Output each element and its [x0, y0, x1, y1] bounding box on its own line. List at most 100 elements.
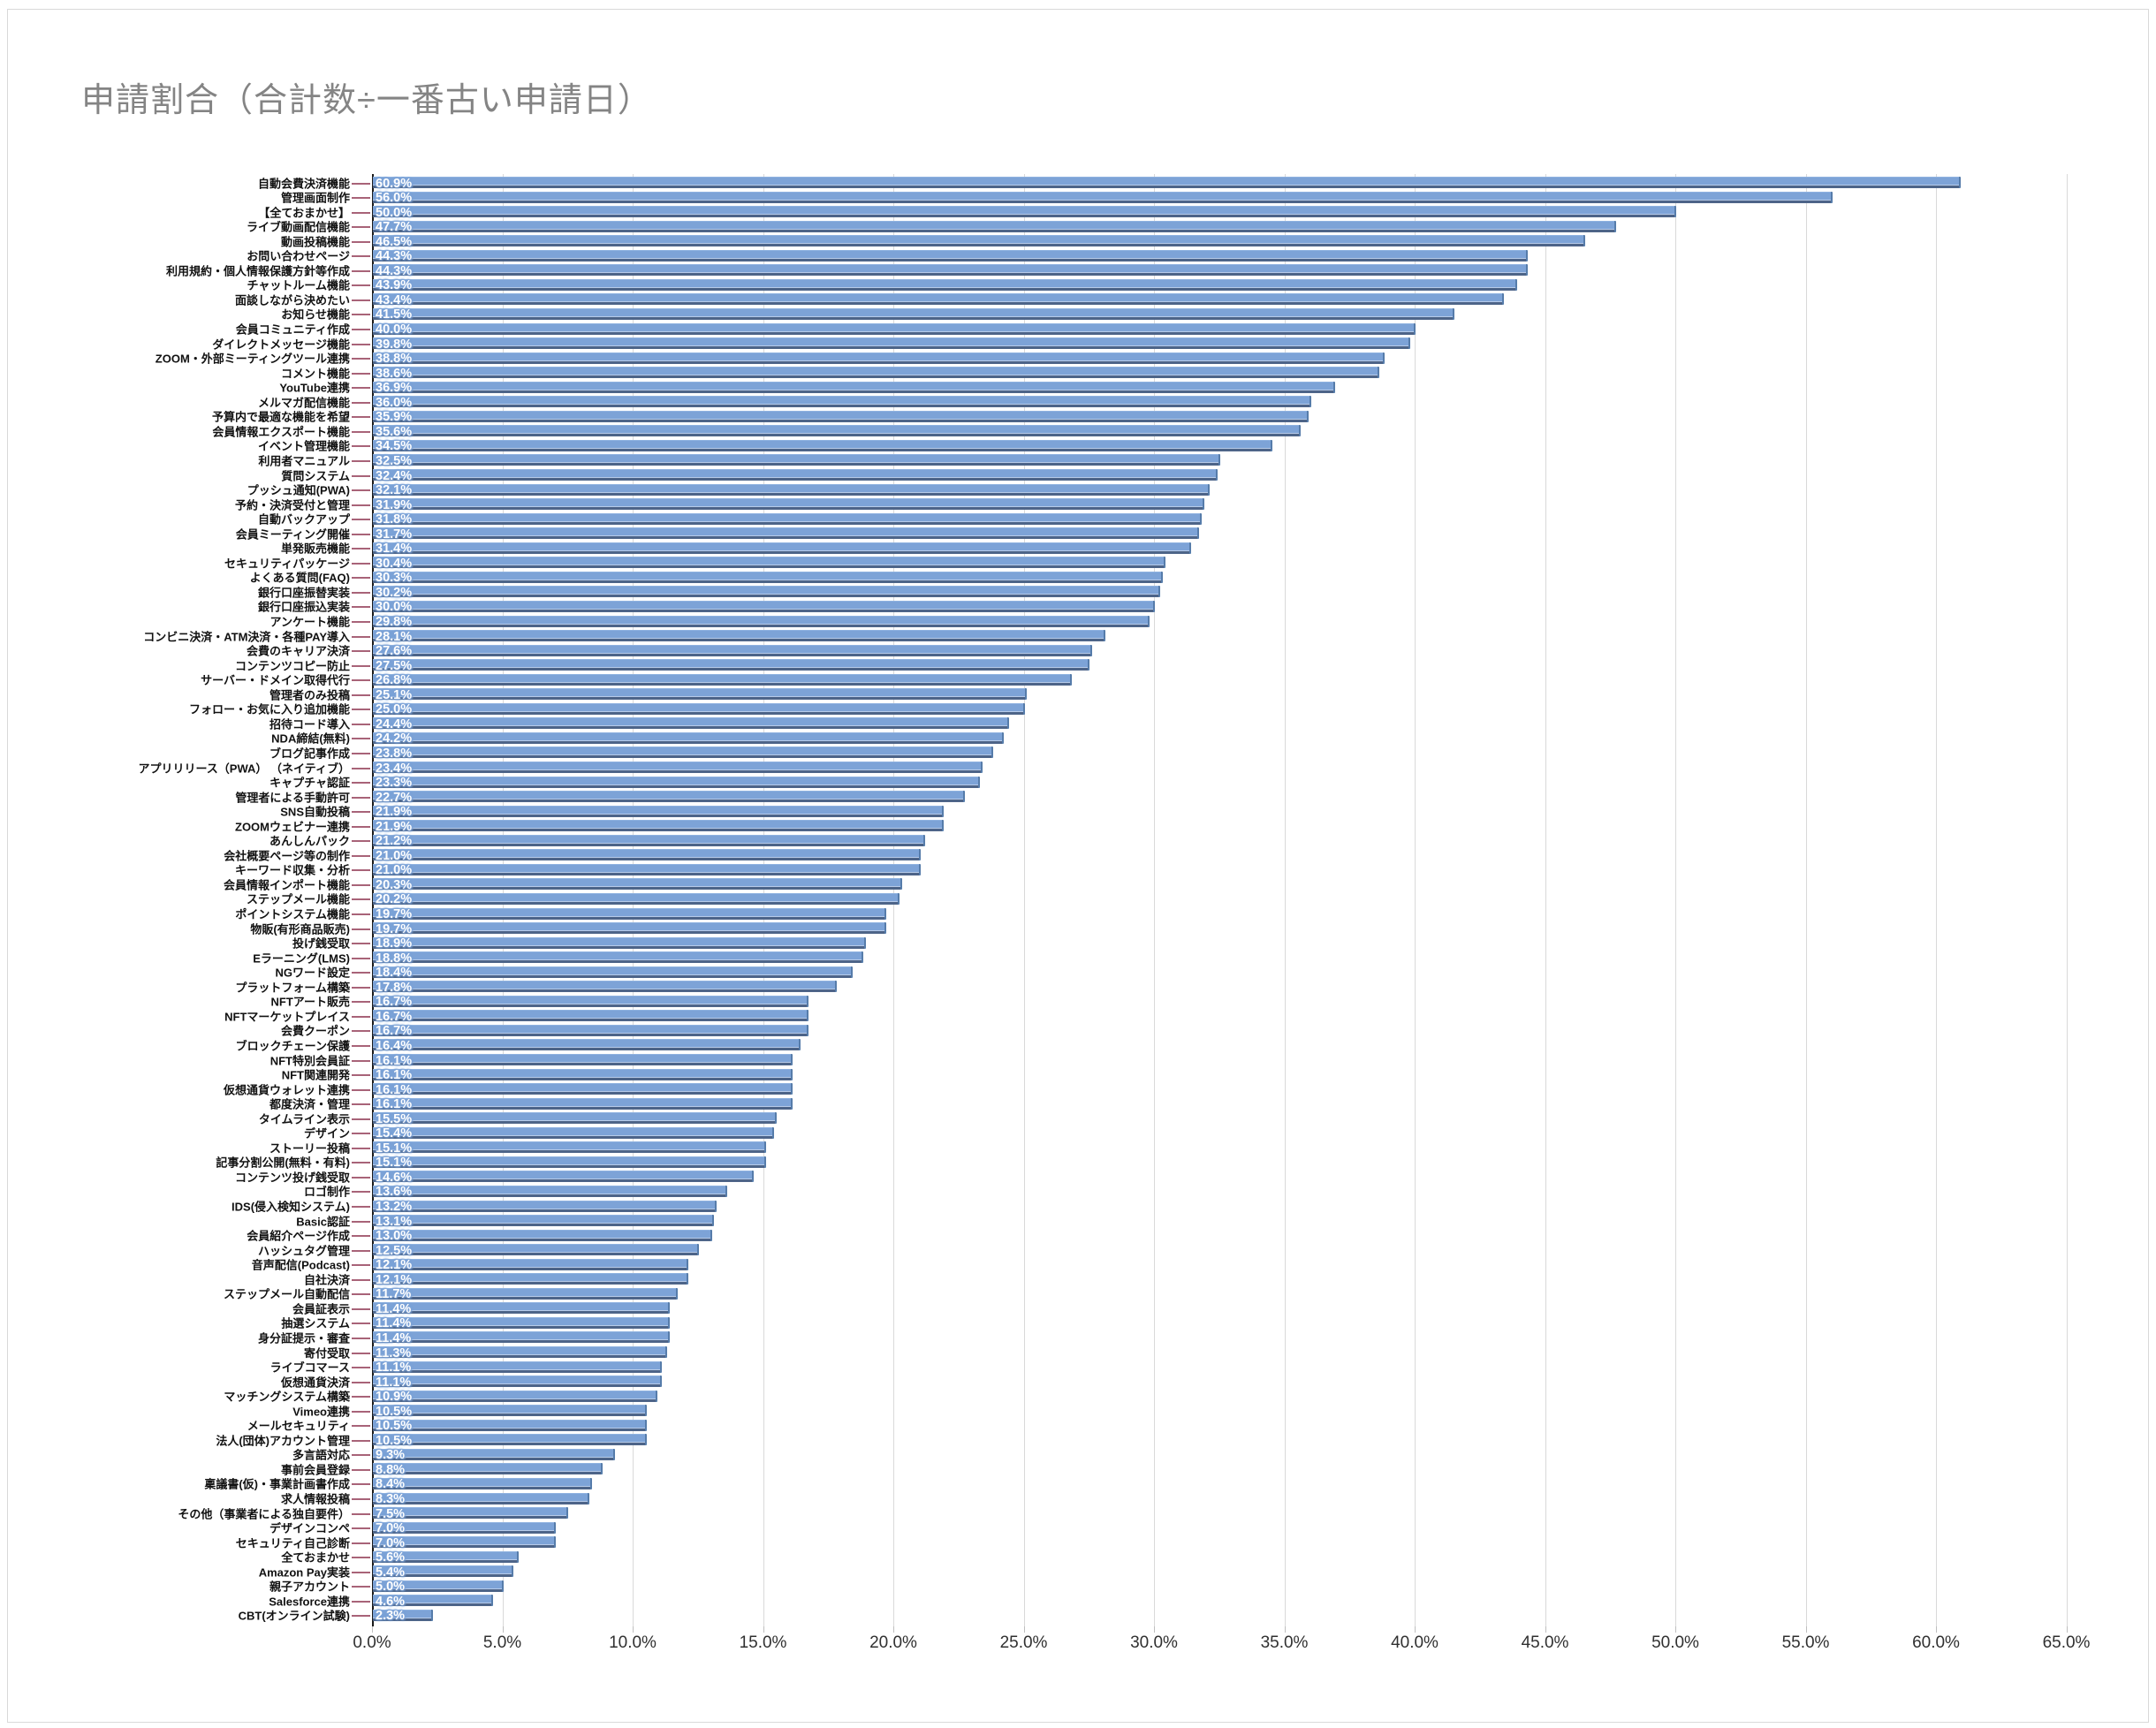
bar[interactable] [373, 1010, 808, 1022]
bar[interactable] [373, 571, 1163, 583]
bar[interactable] [373, 425, 1302, 437]
bar[interactable] [373, 293, 1505, 306]
bar[interactable] [373, 1536, 556, 1549]
bar[interactable] [373, 878, 902, 891]
bar[interactable] [373, 1463, 603, 1475]
bar[interactable] [373, 220, 1617, 232]
bar[interactable] [373, 1171, 754, 1183]
bar[interactable] [373, 1229, 712, 1241]
bar[interactable] [373, 177, 1961, 188]
bar[interactable] [373, 469, 1218, 481]
bar[interactable] [373, 586, 1160, 598]
bar[interactable] [373, 820, 945, 832]
bar[interactable] [373, 702, 1025, 715]
bar[interactable] [373, 1185, 728, 1197]
bar[interactable] [373, 527, 1200, 540]
bar[interactable] [373, 1316, 671, 1329]
bar[interactable] [373, 1141, 767, 1154]
bar[interactable] [373, 805, 945, 817]
bar[interactable] [373, 1024, 808, 1036]
bar[interactable] [373, 600, 1155, 612]
bar[interactable] [373, 776, 981, 788]
bar[interactable] [373, 439, 1272, 451]
bar[interactable] [373, 1068, 793, 1080]
bar[interactable] [373, 512, 1203, 525]
bar[interactable] [373, 834, 926, 846]
bar[interactable] [373, 1448, 616, 1460]
bar[interactable] [373, 659, 1090, 671]
bar[interactable] [373, 249, 1528, 261]
bar[interactable] [373, 1521, 556, 1534]
bar[interactable] [373, 1097, 793, 1110]
bar[interactable] [373, 922, 887, 935]
bar[interactable] [373, 264, 1528, 277]
bar[interactable] [373, 1126, 775, 1139]
bar[interactable] [373, 542, 1192, 554]
bar[interactable] [373, 644, 1093, 656]
bar[interactable] [373, 1609, 433, 1621]
bar[interactable] [373, 630, 1105, 642]
bar[interactable] [373, 381, 1335, 393]
bar[interactable] [373, 337, 1411, 350]
bar[interactable] [373, 278, 1518, 291]
bar[interactable] [373, 1390, 657, 1402]
bar[interactable] [373, 966, 853, 978]
bar[interactable] [373, 1273, 688, 1285]
bar[interactable] [373, 791, 965, 803]
bar[interactable] [373, 688, 1028, 701]
bar[interactable] [373, 981, 838, 993]
bar[interactable] [373, 1287, 679, 1300]
bar[interactable] [373, 352, 1385, 364]
bar[interactable] [373, 1595, 493, 1607]
bar[interactable] [373, 673, 1072, 686]
bar[interactable] [373, 206, 1676, 218]
bar[interactable] [373, 367, 1379, 379]
bar[interactable] [373, 936, 866, 949]
bar[interactable] [373, 1244, 699, 1256]
bar[interactable] [373, 1331, 671, 1344]
bar[interactable] [373, 1156, 767, 1168]
bar[interactable] [373, 454, 1220, 466]
bar[interactable] [373, 1580, 504, 1592]
bar[interactable] [373, 717, 1009, 730]
bar[interactable] [373, 615, 1150, 627]
bar[interactable] [373, 1360, 663, 1373]
bar[interactable] [373, 1200, 717, 1212]
bar[interactable] [373, 762, 983, 773]
bar[interactable] [373, 1565, 514, 1578]
bar[interactable] [373, 1215, 715, 1227]
bar[interactable] [373, 235, 1585, 247]
bar[interactable] [373, 1083, 793, 1095]
bar[interactable] [373, 1419, 647, 1431]
bar[interactable] [373, 731, 1004, 744]
bar[interactable] [373, 1477, 592, 1489]
bar[interactable] [373, 1346, 668, 1358]
bar[interactable] [373, 498, 1205, 511]
bar[interactable] [373, 307, 1455, 320]
bar[interactable] [373, 396, 1311, 408]
bar[interactable] [373, 1434, 647, 1446]
bar[interactable] [373, 863, 921, 875]
bar[interactable] [373, 322, 1416, 335]
value-label: 12.5% [376, 1243, 413, 1258]
bar[interactable] [373, 907, 887, 920]
bar[interactable] [373, 1039, 801, 1051]
bar[interactable] [373, 892, 900, 905]
bar[interactable] [373, 483, 1210, 496]
bar[interactable] [373, 1376, 663, 1388]
bar[interactable] [373, 1405, 647, 1417]
bar[interactable] [373, 1507, 569, 1520]
bar[interactable] [373, 1492, 589, 1504]
bar[interactable] [373, 557, 1165, 569]
bar[interactable] [373, 1302, 671, 1315]
bar[interactable] [373, 747, 994, 759]
bar[interactable] [373, 951, 863, 964]
bar[interactable] [373, 1112, 778, 1125]
bar[interactable] [373, 410, 1310, 422]
bar[interactable] [373, 191, 1833, 203]
bar[interactable] [373, 995, 808, 1007]
bar[interactable] [373, 849, 921, 861]
bar[interactable] [373, 1258, 688, 1270]
bar[interactable] [373, 1054, 793, 1065]
bar[interactable] [373, 1550, 520, 1563]
